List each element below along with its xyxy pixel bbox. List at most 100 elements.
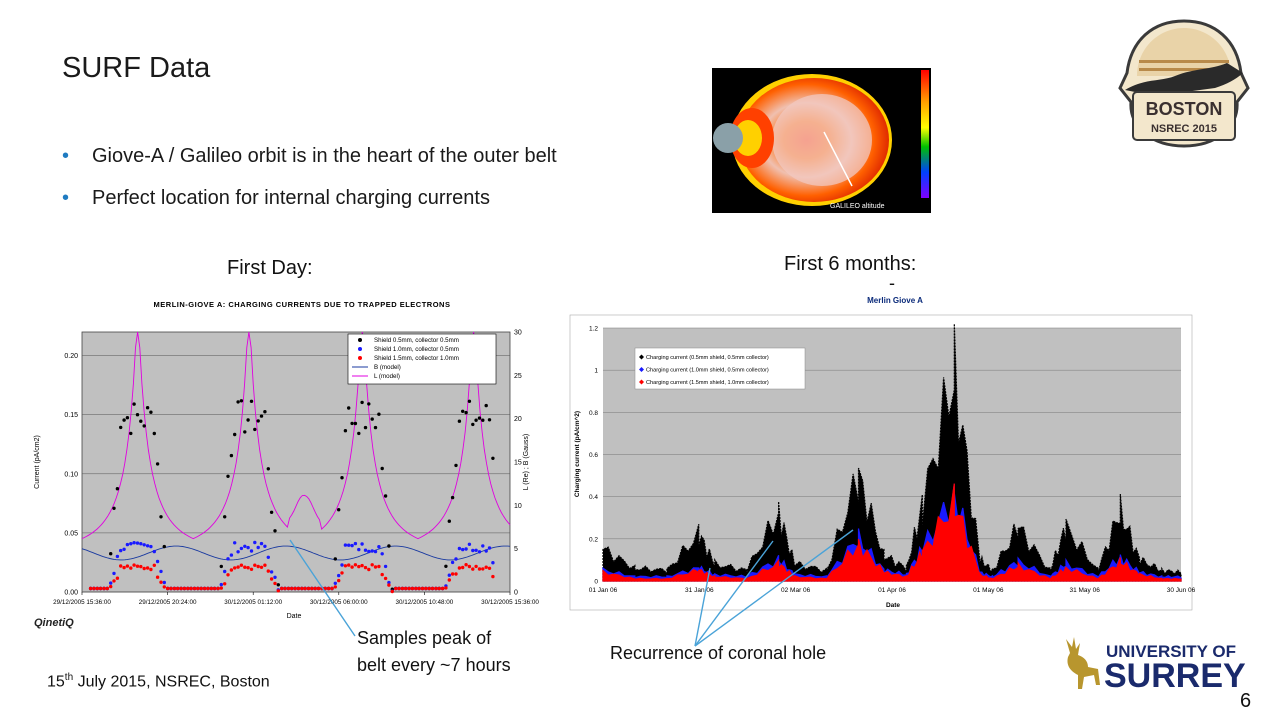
chart1-point bbox=[189, 586, 193, 591]
chart1-point bbox=[236, 400, 240, 404]
chart1-point bbox=[477, 567, 482, 571]
chart1-point bbox=[142, 424, 146, 428]
chart1-point bbox=[229, 553, 234, 557]
chart2-legend-marker bbox=[639, 354, 644, 360]
chart1-point bbox=[139, 542, 143, 546]
chart1-ylabel: Current (pA/cm2) bbox=[34, 435, 41, 489]
chart1-point bbox=[491, 456, 495, 460]
chart1-point bbox=[249, 549, 254, 553]
chart1-y2tick-label: 10 bbox=[514, 503, 522, 510]
chart1-point bbox=[491, 561, 495, 565]
chart1-point bbox=[122, 547, 126, 551]
caption-six-months: First 6 months: bbox=[784, 253, 917, 275]
six-months-chart: Merlin Giove A 0 0.2 0.4 0.6 0.8 1 1.2 01 Jan … bbox=[569, 296, 1195, 611]
chart1-point bbox=[266, 467, 270, 471]
chart2-ylabel: Charging current (pA/cm^2) bbox=[573, 411, 581, 497]
chart1-point bbox=[383, 494, 388, 498]
colorbar bbox=[921, 70, 929, 198]
chart1-point bbox=[457, 546, 462, 551]
chart1-point bbox=[209, 586, 213, 591]
chart1-point bbox=[259, 565, 264, 569]
chart1-point bbox=[266, 569, 270, 573]
chart1-point bbox=[474, 564, 478, 569]
chart1-point bbox=[464, 410, 468, 415]
chart1-point bbox=[414, 586, 418, 591]
chart1-point bbox=[223, 515, 227, 519]
chart1-point bbox=[226, 573, 230, 577]
chart2-legend-label: Charging current (1.0mm shield, 0.5mm co… bbox=[646, 368, 769, 374]
chart1-point bbox=[246, 545, 250, 550]
chart1-point bbox=[269, 570, 274, 574]
chart1-point bbox=[145, 566, 150, 570]
chart1-point bbox=[172, 586, 177, 591]
chart1-point bbox=[357, 564, 361, 569]
chart2-ytick-label: 1.2 bbox=[589, 326, 598, 333]
chart1-point bbox=[357, 547, 361, 552]
chart1-point bbox=[363, 565, 368, 570]
chart1-point bbox=[155, 559, 160, 564]
chart1-point bbox=[357, 431, 361, 436]
chart1-point bbox=[484, 403, 488, 408]
university-of-surrey-logo: UNIVERSITY OF SURREY bbox=[1066, 637, 1246, 693]
chart1-point bbox=[246, 566, 250, 570]
chart1-point bbox=[229, 453, 234, 458]
chart1-xtick-label: 30/12/2005 15:36:00 bbox=[481, 599, 539, 606]
chart1-point bbox=[363, 425, 368, 430]
chart1-xtick-label: 29/12/2005 15:36:00 bbox=[53, 599, 111, 606]
chart1-legend-label: L (model) bbox=[374, 373, 400, 380]
chart1-point bbox=[92, 586, 96, 591]
chart1-point bbox=[471, 548, 475, 553]
chart1-point bbox=[112, 506, 116, 510]
chart1-point bbox=[112, 579, 116, 583]
chart1-point bbox=[471, 422, 475, 427]
chart2-ytick-label: 0.4 bbox=[589, 494, 598, 501]
bullet-dot-icon: • bbox=[62, 187, 70, 209]
chart1-point bbox=[286, 586, 291, 591]
chart1-point bbox=[420, 586, 425, 591]
chart1-point bbox=[249, 399, 254, 403]
annotation-coronal: Recurrence of coronal hole bbox=[610, 643, 827, 663]
chart1-point bbox=[149, 410, 153, 414]
chart1-point bbox=[219, 586, 223, 590]
chart1-point bbox=[162, 580, 166, 585]
chart1-point bbox=[434, 586, 438, 591]
chart1-point bbox=[387, 583, 391, 587]
chart2-legend: Charging current (0.5mm shield, 0.5mm co… bbox=[634, 347, 806, 390]
chart1-point bbox=[313, 586, 317, 591]
chart1-point bbox=[155, 462, 160, 466]
boston-nsrec-logo: BOSTON NSREC 2015 bbox=[1118, 19, 1250, 148]
chart1-point bbox=[179, 586, 183, 591]
chart1-point bbox=[484, 549, 488, 553]
chart1-point bbox=[125, 564, 130, 568]
chart1-point bbox=[223, 569, 227, 574]
chart1-point bbox=[162, 585, 166, 589]
chart1-point bbox=[467, 542, 472, 546]
chart1-point bbox=[115, 554, 120, 559]
chart1-point bbox=[467, 564, 472, 569]
chart1-point bbox=[353, 541, 358, 546]
chart1-point bbox=[119, 564, 123, 568]
chart1-point bbox=[383, 576, 388, 581]
chart1-xtick-label: 29/12/2005 20:24:00 bbox=[139, 599, 197, 606]
chart1-point bbox=[337, 578, 341, 583]
annotation-peak-line2: belt every ~7 hours bbox=[357, 655, 511, 675]
chart1-point bbox=[259, 541, 264, 546]
chart1-point bbox=[246, 418, 250, 422]
earth-icon bbox=[713, 123, 743, 153]
chart1-point bbox=[377, 545, 381, 549]
chart1-point bbox=[129, 542, 133, 546]
chart1-point bbox=[176, 586, 180, 591]
chart1-point bbox=[166, 586, 170, 591]
chart2-legend-label: Charging current (1.5mm shield, 1.0mm co… bbox=[646, 380, 769, 386]
chart1-y2tick-label: 20 bbox=[514, 416, 522, 423]
chart1-point bbox=[380, 466, 384, 471]
chart1-legend-label: Shield 1.5mm, collector 1.0mm bbox=[374, 355, 459, 362]
chart1-point bbox=[467, 399, 472, 403]
chart1-point bbox=[276, 589, 280, 593]
caption-first-day: First Day: bbox=[227, 257, 313, 279]
chart1-point bbox=[139, 564, 143, 569]
chart1-point bbox=[253, 540, 257, 545]
chart1-point bbox=[169, 586, 173, 591]
chart1-point bbox=[350, 421, 354, 426]
chart1-y2label: L (Re) ; B (Gauss) bbox=[523, 434, 530, 491]
